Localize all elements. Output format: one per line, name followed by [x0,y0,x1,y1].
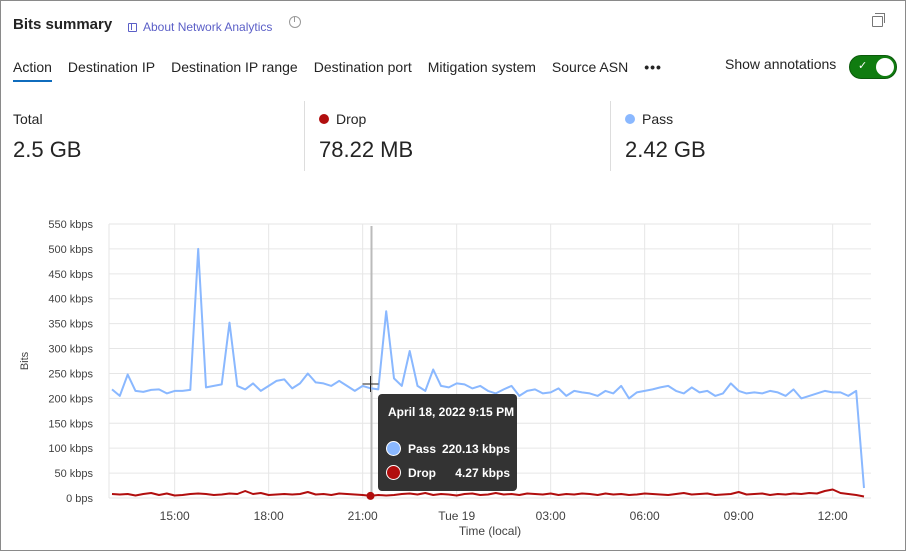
x-axis-label: Time (local) [459,524,521,538]
x-tick-label: 21:00 [348,509,378,523]
tab-source-asn[interactable]: Source ASN [551,59,629,75]
x-tick-label: 15:00 [160,509,190,523]
more-tabs-button[interactable]: ••• [644,59,662,75]
chart-tooltip: April 18, 2022 9:15 PM Pass 220.13 kbps … [378,394,517,491]
tab-bar: Action Destination IP Destination IP ran… [13,59,662,82]
y-tick-label: 100 kbps [48,443,93,455]
show-annotations-label: Show annotations [725,56,837,72]
y-tick-label: 450 kbps [48,269,93,281]
series-line-drop [111,488,865,498]
x-tick-label: Tue 19 [438,509,475,523]
stat-total: Total 2.5 GB [13,111,81,163]
tab-destination-ip[interactable]: Destination IP [67,59,156,75]
drop-dot-icon [319,114,329,124]
y-axis-label: Bits [19,351,31,370]
about-link-label: About Network Analytics [143,20,273,34]
divider [610,101,611,171]
x-tick-label: 18:00 [254,509,284,523]
drop-swatch-icon [386,465,401,480]
checkmark-icon: ✓ [858,60,868,72]
card-title: Bits summary [13,16,113,33]
stat-value: 2.42 GB [625,137,706,162]
y-tick-label: 300 kbps [48,344,93,356]
stat-value: 78.22 MB [319,137,414,162]
divider [304,101,305,171]
tab-destination-ip-range[interactable]: Destination IP range [171,59,298,75]
pie-chart-icon[interactable] [289,16,301,28]
tooltip-row-drop: Drop 4.27 kbps [386,465,510,480]
y-tick-label: 50 kbps [54,468,93,480]
stat-drop: Drop 78.22 MB [319,111,413,163]
x-tick-label: 06:00 [630,509,660,523]
x-tick-label: 09:00 [724,509,754,523]
x-tick-label: 03:00 [536,509,566,523]
stat-label: Drop [336,111,367,127]
stat-value: 2.5 GB [13,137,82,162]
about-network-analytics-link[interactable]: About Network Analytics [128,20,272,34]
y-tick-label: 550 kbps [48,219,93,231]
tooltip-series-name: Pass [408,441,437,456]
y-tick-label: 500 kbps [48,244,93,256]
bits-line-chart[interactable]: 0 bps 50 kbps 100 kbps 150 kbps 200 kbps 250 … [1,211,905,550]
tab-mitigation-system[interactable]: Mitigation system [427,59,536,75]
toggle-knob [876,58,894,76]
restore-window-icon[interactable] [872,13,885,27]
y-tick-label: 250 kbps [48,368,93,380]
pass-swatch-icon [386,441,401,456]
stat-label: Pass [642,111,674,127]
tooltip-series-name: Drop [408,465,436,480]
data-point-drop [366,491,375,500]
tooltip-row-pass: Pass 220.13 kbps [386,441,510,456]
tab-destination-port[interactable]: Destination port [313,59,412,75]
book-icon [128,22,137,32]
stat-label: Total [13,111,43,127]
show-annotations-toggle[interactable]: ✓ [849,55,897,79]
y-tick-label: 350 kbps [48,319,93,331]
tooltip-title: April 18, 2022 9:15 PM [388,405,515,419]
y-tick-label: 150 kbps [48,418,93,430]
tooltip-series-value: 220.13 kbps [441,441,510,456]
series-line-pass [111,247,865,489]
y-tick-label: 400 kbps [48,294,93,306]
stat-pass: Pass 2.42 GB [625,111,706,163]
tooltip-series-value: 4.27 kbps [455,465,510,480]
y-tick-label: 0 bps [66,493,93,505]
pass-dot-icon [625,114,635,124]
y-tick-label: 200 kbps [48,393,93,405]
x-tick-label: 12:00 [818,509,848,523]
tab-action[interactable]: Action [13,59,52,82]
